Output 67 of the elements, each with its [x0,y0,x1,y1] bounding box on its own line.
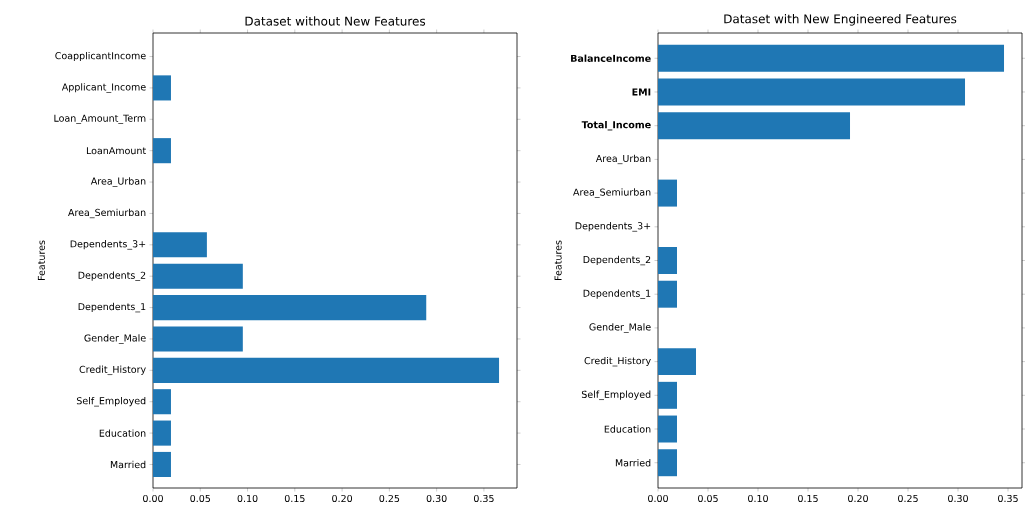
x-tick-label: 0.25 [379,494,400,503]
y-tick-label: Area_Semiurban [68,208,146,219]
x-tick-label: 0.25 [898,494,918,503]
y-tick-label: Dependents_3+ [575,222,651,232]
bar [658,44,1005,72]
y-tick-label: Self_Employed [581,390,651,401]
y-tick-label: Education [604,425,651,433]
x-tick-label: 0.30 [426,494,447,503]
bar [153,295,427,321]
bar [153,326,243,352]
bar [153,75,171,101]
x-tick-label: 0.00 [143,494,163,503]
bar [153,232,207,258]
y-tick-label: Education [99,429,146,437]
bar [658,78,966,106]
bar [658,381,678,409]
x-tick-label: 0.10 [748,494,768,503]
bar [153,389,171,415]
bar [658,179,678,207]
y-tick-label: Gender_Male [589,323,651,333]
y-tick-label: Gender_Male [84,334,146,344]
bar [658,449,678,477]
bar [658,415,678,443]
y-tick-label: Dependents_1 [583,289,651,299]
x-tick-label: 0.15 [798,494,818,503]
y-tick-label: Dependents_3+ [70,240,146,250]
y-tick-label: Credit_History [79,365,146,376]
x-tick-label: 0.05 [190,494,211,503]
y-tick-label: Credit_History [584,356,651,367]
bar [153,357,500,383]
bar [658,280,678,308]
x-tick-label: 0.00 [648,494,668,503]
y-tick-label: Dependents_2 [78,271,146,281]
bar [153,451,171,478]
bar [658,348,697,376]
y-tick-label: Self_Employed [76,396,146,407]
x-tick-label: 0.15 [284,494,305,503]
bar [658,112,851,140]
y-tick-label: BalanceIncome [571,54,651,62]
x-tick-label: 0.30 [948,494,968,503]
y-tick-label: Area_Urban [90,177,146,187]
y-tick-label: CoapplicantIncome [55,51,146,62]
y-tick-label: Married [110,460,146,469]
chart-title: Dataset without New Features [245,16,426,26]
y-tick-label: EMI [632,88,651,96]
x-tick-label: 0.35 [473,494,494,503]
x-tick-label: 0.10 [237,494,258,503]
chart-title: Dataset with New Engineered Features [724,14,957,26]
y-tick-label: Dependents_1 [78,302,146,313]
y-axis-title: Features [37,240,45,280]
bar [153,263,243,289]
y-tick-label: Loan_Amount_Term [54,114,146,124]
y-tick-label: LoanAmount [86,147,146,155]
y-tick-label: Area_Semiurban [573,188,651,198]
bar [153,420,171,446]
y-tick-label: Dependents_2 [583,255,651,266]
y-tick-label: Applicant_Income [61,83,146,93]
y-axis-title: Features [554,240,562,280]
x-tick-label: 0.05 [698,494,718,503]
y-tick-label: Area_Urban [595,154,651,165]
x-tick-label: 0.20 [848,494,868,503]
y-tick-label: Married [615,459,651,467]
bar [153,138,171,164]
y-tick-label: Total_Income [581,120,651,131]
x-tick-label: 0.35 [998,494,1018,503]
bar [658,247,678,274]
x-tick-label: 0.20 [332,494,353,503]
